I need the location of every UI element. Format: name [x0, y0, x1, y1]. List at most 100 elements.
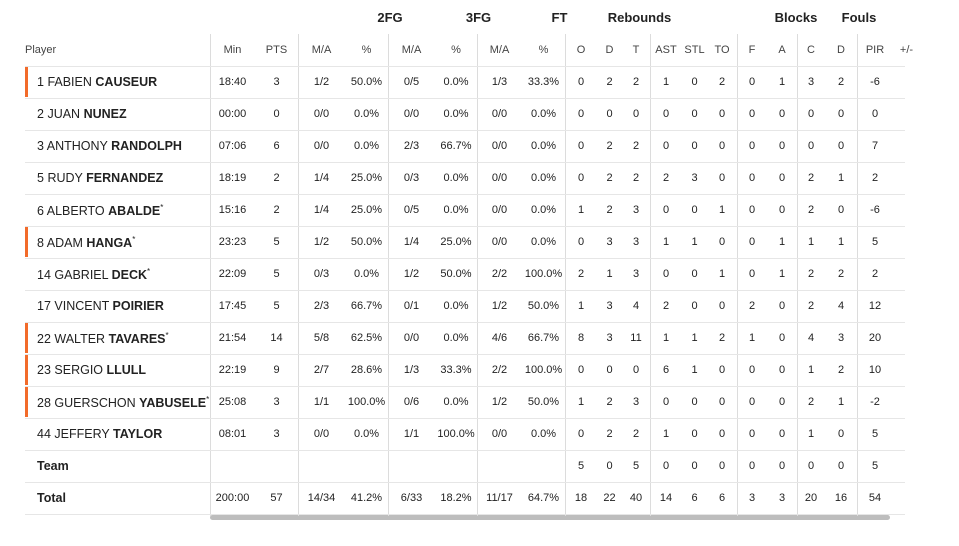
- stat-cell: 0/0: [491, 108, 508, 120]
- stat-cell: 0: [632, 108, 640, 120]
- stat-cell: 3: [606, 332, 613, 344]
- stat-cell: 9: [273, 364, 280, 376]
- player-number: 8: [37, 236, 44, 251]
- stat-cell: 3: [632, 204, 640, 216]
- stat-cell: 0: [577, 140, 585, 152]
- last-name: TAVARES: [108, 332, 166, 347]
- stat-cell: 2: [606, 396, 613, 408]
- team-row-label: Team: [37, 459, 69, 473]
- scrollbar[interactable]: [210, 515, 890, 520]
- stat-cell: 100.0%: [437, 428, 475, 440]
- row-line: [25, 66, 905, 67]
- stat-cell: 2: [632, 428, 640, 440]
- column-header: D: [605, 44, 614, 56]
- stat-cell: 1: [778, 268, 786, 280]
- stat-cell: 0.0%: [443, 204, 469, 216]
- first-name: VINCENT: [54, 299, 110, 313]
- column-header: Min: [223, 44, 242, 56]
- stat-cell: 0/0: [313, 428, 330, 440]
- stat-cell: 3: [632, 268, 640, 280]
- stat-cell: 16: [834, 492, 848, 504]
- player-number: 6: [37, 204, 44, 219]
- player-number: 44: [37, 427, 51, 441]
- stat-cell: 0: [748, 364, 756, 376]
- stat-cell: 0: [778, 108, 786, 120]
- stat-cell: 2: [606, 428, 613, 440]
- stat-cell: 20: [804, 492, 818, 504]
- stat-cell: 0: [632, 364, 640, 376]
- highlight-bar: [25, 323, 28, 353]
- stat-cell: 41.2%: [350, 492, 383, 504]
- group-header: 3FG: [465, 10, 492, 25]
- stat-cell: 1/3: [403, 364, 420, 376]
- stat-cell: 1: [778, 76, 786, 88]
- column-header: M/A: [311, 44, 332, 56]
- stat-cell: 1: [837, 172, 845, 184]
- stat-cell: 08:01: [218, 428, 247, 440]
- stat-cell: 18: [574, 492, 588, 504]
- player-name: 8 ADAM HANGA*: [37, 235, 135, 250]
- stat-cell: 1/2: [491, 300, 508, 312]
- stat-cell: 1: [662, 236, 670, 248]
- stat-cell: 2: [632, 140, 640, 152]
- stat-cell: 3: [606, 236, 613, 248]
- column-header: %: [451, 44, 461, 56]
- stat-cell: 2: [871, 172, 879, 184]
- stat-cell: 25.0%: [440, 236, 472, 248]
- row-line: [25, 98, 905, 99]
- stat-cell: 200:00: [215, 492, 250, 504]
- stat-cell: 1: [807, 236, 815, 248]
- stat-cell: 1: [807, 364, 815, 376]
- stat-cell: 0: [662, 268, 670, 280]
- stat-cell: 5: [632, 460, 640, 472]
- last-name: LLULL: [106, 363, 147, 377]
- stat-cell: 3: [606, 300, 613, 312]
- stat-cell: 3: [691, 172, 698, 184]
- stat-cell: 4: [632, 300, 640, 312]
- stat-cell: 1/2: [403, 268, 420, 280]
- stat-cell: 2: [606, 140, 613, 152]
- stat-cell: 54: [868, 492, 882, 504]
- stat-cell: 3: [273, 396, 280, 408]
- stat-cell: 50.0%: [527, 396, 560, 408]
- stat-cell: 0: [748, 172, 756, 184]
- player-number: 5: [37, 171, 44, 185]
- player-name: 1 FABIEN CAUSEUR: [37, 75, 157, 89]
- stat-cell: 1/2: [491, 396, 508, 408]
- stat-cell: 6: [691, 492, 698, 504]
- stat-cell: 50.0%: [527, 300, 560, 312]
- highlight-bar: [25, 227, 28, 257]
- stat-cell: 0.0%: [530, 428, 557, 440]
- stat-cell: 2: [632, 76, 640, 88]
- group-header: Rebounds: [607, 10, 672, 25]
- stat-cell: 6: [273, 140, 280, 152]
- row-line: [25, 130, 905, 131]
- first-name: GABRIEL: [54, 268, 109, 283]
- stat-cell: 5: [871, 236, 879, 248]
- stat-cell: 5: [273, 300, 280, 312]
- last-name: TAYLOR: [112, 427, 163, 441]
- first-name: FABIEN: [47, 75, 92, 89]
- column-header: C: [807, 44, 815, 56]
- stat-cell: 0: [778, 460, 786, 472]
- stat-cell: -6: [870, 76, 880, 88]
- stat-cell: 25:08: [218, 396, 247, 408]
- stat-cell: 0: [778, 332, 786, 344]
- stat-cell: 2/2: [491, 364, 508, 376]
- column-divider: [298, 34, 299, 516]
- last-name: NUNEZ: [83, 107, 127, 121]
- player-number: 17: [37, 299, 51, 313]
- stat-cell: 4: [837, 300, 845, 312]
- stat-cell: 0: [837, 460, 845, 472]
- column-divider: [650, 34, 651, 516]
- column-divider: [565, 34, 566, 516]
- stat-cell: 0: [606, 108, 613, 120]
- stat-cell: 0/0: [403, 332, 420, 344]
- stat-cell: 2: [807, 172, 815, 184]
- column-header: O: [576, 44, 586, 56]
- total-row-label: Total: [37, 491, 66, 505]
- player-number: 1: [37, 75, 44, 89]
- stat-cell: 5: [871, 460, 879, 472]
- stat-cell: 0: [837, 108, 845, 120]
- last-name: DECK: [111, 268, 148, 283]
